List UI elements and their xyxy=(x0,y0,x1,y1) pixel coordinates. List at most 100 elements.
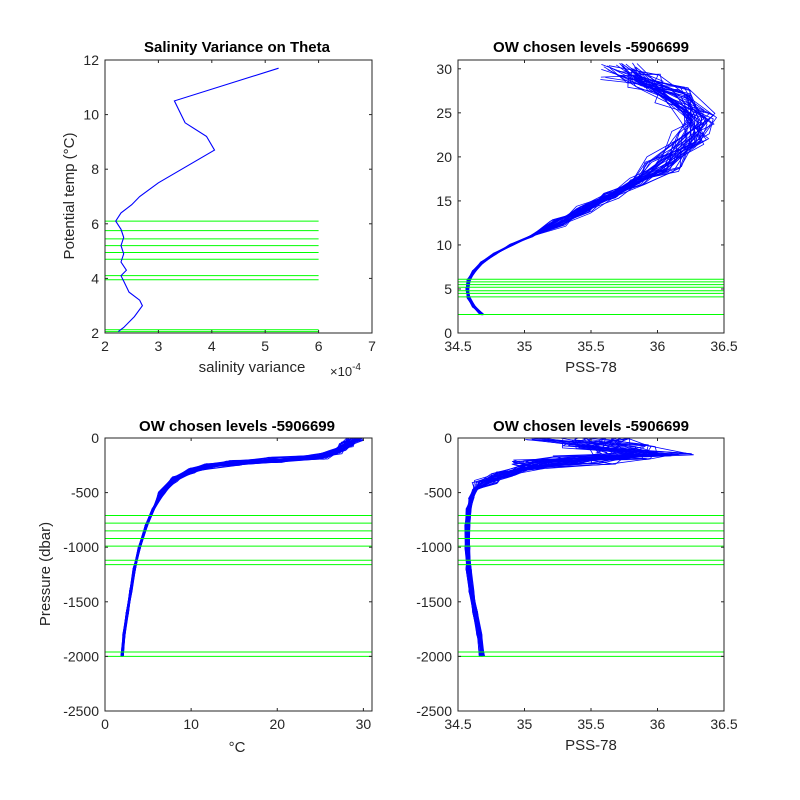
profile-line xyxy=(121,438,356,657)
profile-line xyxy=(467,68,697,316)
profile-line xyxy=(466,69,712,316)
profile-line xyxy=(122,439,354,657)
x-tick-label: 35 xyxy=(517,716,533,732)
profile-line xyxy=(467,75,714,315)
x-tick-label: 36.5 xyxy=(710,338,737,354)
profile-line xyxy=(465,437,652,657)
x-tick-label: 35.5 xyxy=(577,338,604,354)
profile-line xyxy=(465,70,702,316)
y-tick-label: 10 xyxy=(436,237,452,253)
profile-line xyxy=(122,437,355,657)
panel2-y-ticks: 0 5 10 15 20 25 30 xyxy=(436,61,724,341)
profile-line xyxy=(466,439,648,656)
profile-line xyxy=(467,437,650,657)
profile-line xyxy=(122,439,353,657)
panel-theta-salinity: OW chosen levels -5906699 34.5 35 35.5 36 36… xyxy=(436,39,737,376)
profile-line xyxy=(122,437,363,656)
profile-line xyxy=(465,437,606,657)
profile-line xyxy=(121,437,359,657)
x-tick-label: 36 xyxy=(650,338,666,354)
profile-line xyxy=(122,437,355,657)
x-tick-label: 10 xyxy=(183,716,199,732)
profile-line xyxy=(466,71,703,315)
y-tick-label: 0 xyxy=(444,325,452,341)
panel1-title: Salinity Variance on Theta xyxy=(144,39,331,56)
y-tick-label: 12 xyxy=(83,52,99,68)
y-tick-label: 2 xyxy=(91,325,99,341)
panel-temperature-pressure: OW chosen levels -5906699 0 10 20 30 0 -500 -… xyxy=(37,418,373,756)
y-tick-label: -1500 xyxy=(416,594,452,610)
profile-line xyxy=(122,439,364,657)
profile-line xyxy=(122,437,354,657)
y-tick-label: 6 xyxy=(91,216,99,232)
profile-line xyxy=(466,77,692,315)
y-tick-label: -500 xyxy=(424,485,452,501)
y-tick-label: 20 xyxy=(436,149,452,165)
profile-line xyxy=(466,437,660,657)
panel3-ylabel: Pressure (dbar) xyxy=(37,522,54,626)
exponent-power: -4 xyxy=(352,362,361,373)
profile-line xyxy=(468,69,688,315)
variance-line xyxy=(115,67,279,333)
x-tick-label: 6 xyxy=(315,338,323,354)
y-tick-label: -1000 xyxy=(63,539,99,555)
panel2-series xyxy=(465,62,718,316)
x-tick-label: 30 xyxy=(356,716,372,732)
panel4-levels xyxy=(458,515,724,657)
profile-line xyxy=(121,440,364,657)
y-tick-label: -2500 xyxy=(63,703,99,719)
x-tick-label: 7 xyxy=(368,338,376,354)
profile-line xyxy=(467,71,705,315)
profile-line xyxy=(465,437,646,657)
panel2-levels xyxy=(458,278,724,316)
profile-line xyxy=(465,437,658,657)
x-tick-label: 35 xyxy=(517,338,533,354)
panel1-levels xyxy=(105,220,319,333)
y-tick-label: 10 xyxy=(83,107,99,123)
profile-line xyxy=(121,438,347,657)
profile-line xyxy=(122,437,357,657)
profile-line xyxy=(123,437,355,656)
profile-line xyxy=(121,440,362,656)
profile-line xyxy=(468,437,669,657)
x-tick-label: 0 xyxy=(101,716,109,732)
profile-line xyxy=(466,437,649,657)
panel1-x-exponent: ×10-4 xyxy=(330,362,361,379)
panel4-title: OW chosen levels -5906699 xyxy=(493,418,689,435)
profile-line xyxy=(468,75,707,316)
profile-line xyxy=(465,62,687,315)
profile-line xyxy=(466,437,661,657)
x-tick-label: 34.5 xyxy=(444,338,471,354)
profile-line xyxy=(122,437,353,657)
profile-line xyxy=(120,437,357,657)
profile-line xyxy=(465,438,639,657)
profile-line xyxy=(465,437,655,657)
panel4-xlabel: PSS-78 xyxy=(565,737,617,754)
profile-line xyxy=(467,437,671,656)
panel2-title: OW chosen levels -5906699 xyxy=(493,39,689,56)
profile-line xyxy=(467,66,696,315)
y-tick-label: -2500 xyxy=(416,703,452,719)
panel1-x-ticks: 2 3 4 5 6 7 xyxy=(101,60,376,354)
panel1-y-ticks: 2 4 6 8 10 12 xyxy=(83,52,372,341)
profile-line xyxy=(464,438,644,657)
profile-line xyxy=(121,440,364,657)
panel3-axes-box xyxy=(104,437,373,712)
profile-line xyxy=(121,437,360,657)
panel-salinity-pressure: OW chosen levels -5906699 34.5 35 35.5 36 36… xyxy=(416,418,738,754)
panel3-title: OW chosen levels -5906699 xyxy=(139,418,335,435)
panel4-series xyxy=(464,437,694,658)
profile-line xyxy=(465,66,701,315)
profile-line xyxy=(121,440,352,657)
y-tick-label: 25 xyxy=(436,105,452,121)
panel2-xlabel: PSS-78 xyxy=(565,359,617,376)
profile-line xyxy=(120,439,355,656)
profile-line xyxy=(121,437,349,656)
profile-line xyxy=(465,71,714,315)
profile-line xyxy=(121,437,357,657)
panel3-series xyxy=(120,437,364,657)
profile-line xyxy=(466,74,700,315)
y-tick-label: 30 xyxy=(436,61,452,77)
y-tick-label: -2000 xyxy=(63,648,99,664)
x-tick-label: 5 xyxy=(261,338,269,354)
